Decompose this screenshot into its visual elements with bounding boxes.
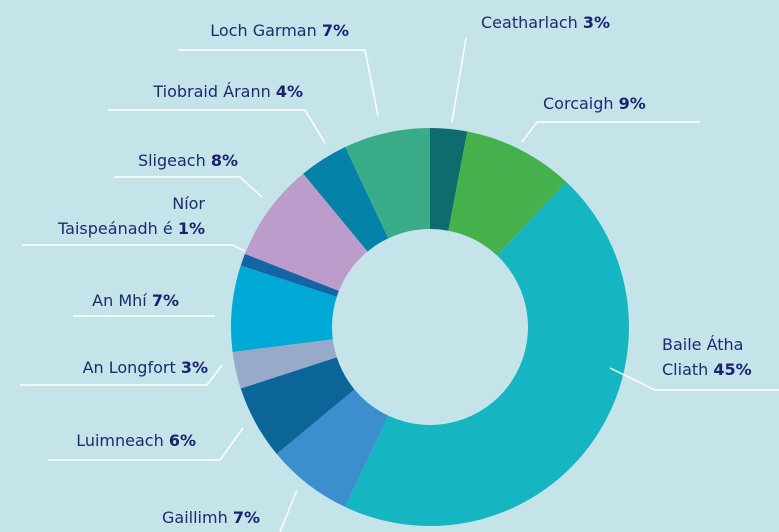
slice-name: Corcaigh bbox=[543, 94, 614, 113]
slice-name: An Mhí bbox=[92, 291, 147, 310]
slice-label: Gaillimh 7% bbox=[162, 505, 260, 530]
leader-line bbox=[48, 427, 244, 461]
slice-value: 7% bbox=[321, 21, 349, 40]
slice-value: 7% bbox=[151, 291, 179, 310]
slice-label: An Mhí 7% bbox=[92, 288, 179, 313]
slice-label: Corcaigh 9% bbox=[543, 91, 646, 116]
slice-name: Baile Átha Cliath bbox=[662, 335, 744, 379]
slice-name: Loch Garman bbox=[210, 21, 317, 40]
slice-value: 1% bbox=[177, 219, 205, 238]
leader-line bbox=[114, 176, 263, 198]
leader-line bbox=[108, 109, 326, 144]
slice-value: 9% bbox=[618, 94, 646, 113]
slice-name: Níor Taispeánadh é bbox=[58, 194, 205, 238]
slice-value: 3% bbox=[180, 358, 208, 377]
leader-line bbox=[178, 49, 379, 117]
slice-name: Luimneach bbox=[76, 431, 164, 450]
slice-name: An Longfort bbox=[82, 358, 176, 377]
slice-label: Baile Átha Cliath 45% bbox=[662, 332, 752, 382]
slice-value: 45% bbox=[713, 360, 752, 379]
leader-line bbox=[609, 367, 779, 391]
slice-value: 8% bbox=[210, 151, 238, 170]
slice-label: Luimneach 6% bbox=[76, 428, 196, 453]
donut-slice bbox=[232, 339, 337, 389]
donut-slice bbox=[230, 265, 337, 352]
slice-name: Gaillimh bbox=[162, 508, 228, 527]
donut-slice bbox=[345, 181, 629, 526]
leader-line bbox=[451, 37, 467, 123]
leader-line bbox=[20, 364, 223, 386]
slice-name: Tiobraid Árann bbox=[153, 82, 271, 101]
slice-name: Sligeach bbox=[137, 151, 206, 170]
leader-line bbox=[521, 121, 700, 143]
slice-value: 7% bbox=[232, 508, 260, 527]
leader-line bbox=[279, 489, 298, 532]
slice-label: Sligeach 8% bbox=[138, 148, 238, 173]
donut-slice bbox=[240, 253, 339, 297]
donut-slice bbox=[448, 131, 567, 256]
slice-value: 6% bbox=[168, 431, 196, 450]
slice-label: Tiobraid Árann 4% bbox=[153, 79, 303, 104]
leader-line bbox=[22, 244, 246, 252]
slice-label: Ceatharlach 3% bbox=[481, 10, 610, 35]
donut-slice bbox=[345, 128, 430, 239]
donut-slice bbox=[303, 146, 389, 252]
donut-slice bbox=[430, 128, 468, 231]
slice-name: Ceatharlach bbox=[481, 13, 578, 32]
slice-value: 3% bbox=[582, 13, 611, 32]
slice-label: Loch Garman 7% bbox=[210, 18, 349, 43]
slice-value: 4% bbox=[275, 82, 303, 101]
donut-slice bbox=[276, 389, 389, 508]
donut-slice bbox=[240, 357, 355, 454]
slice-label: An Longfort 3% bbox=[83, 355, 208, 380]
slice-label: Níor Taispeánadh é 1% bbox=[58, 191, 205, 241]
donut-slice bbox=[244, 173, 368, 291]
